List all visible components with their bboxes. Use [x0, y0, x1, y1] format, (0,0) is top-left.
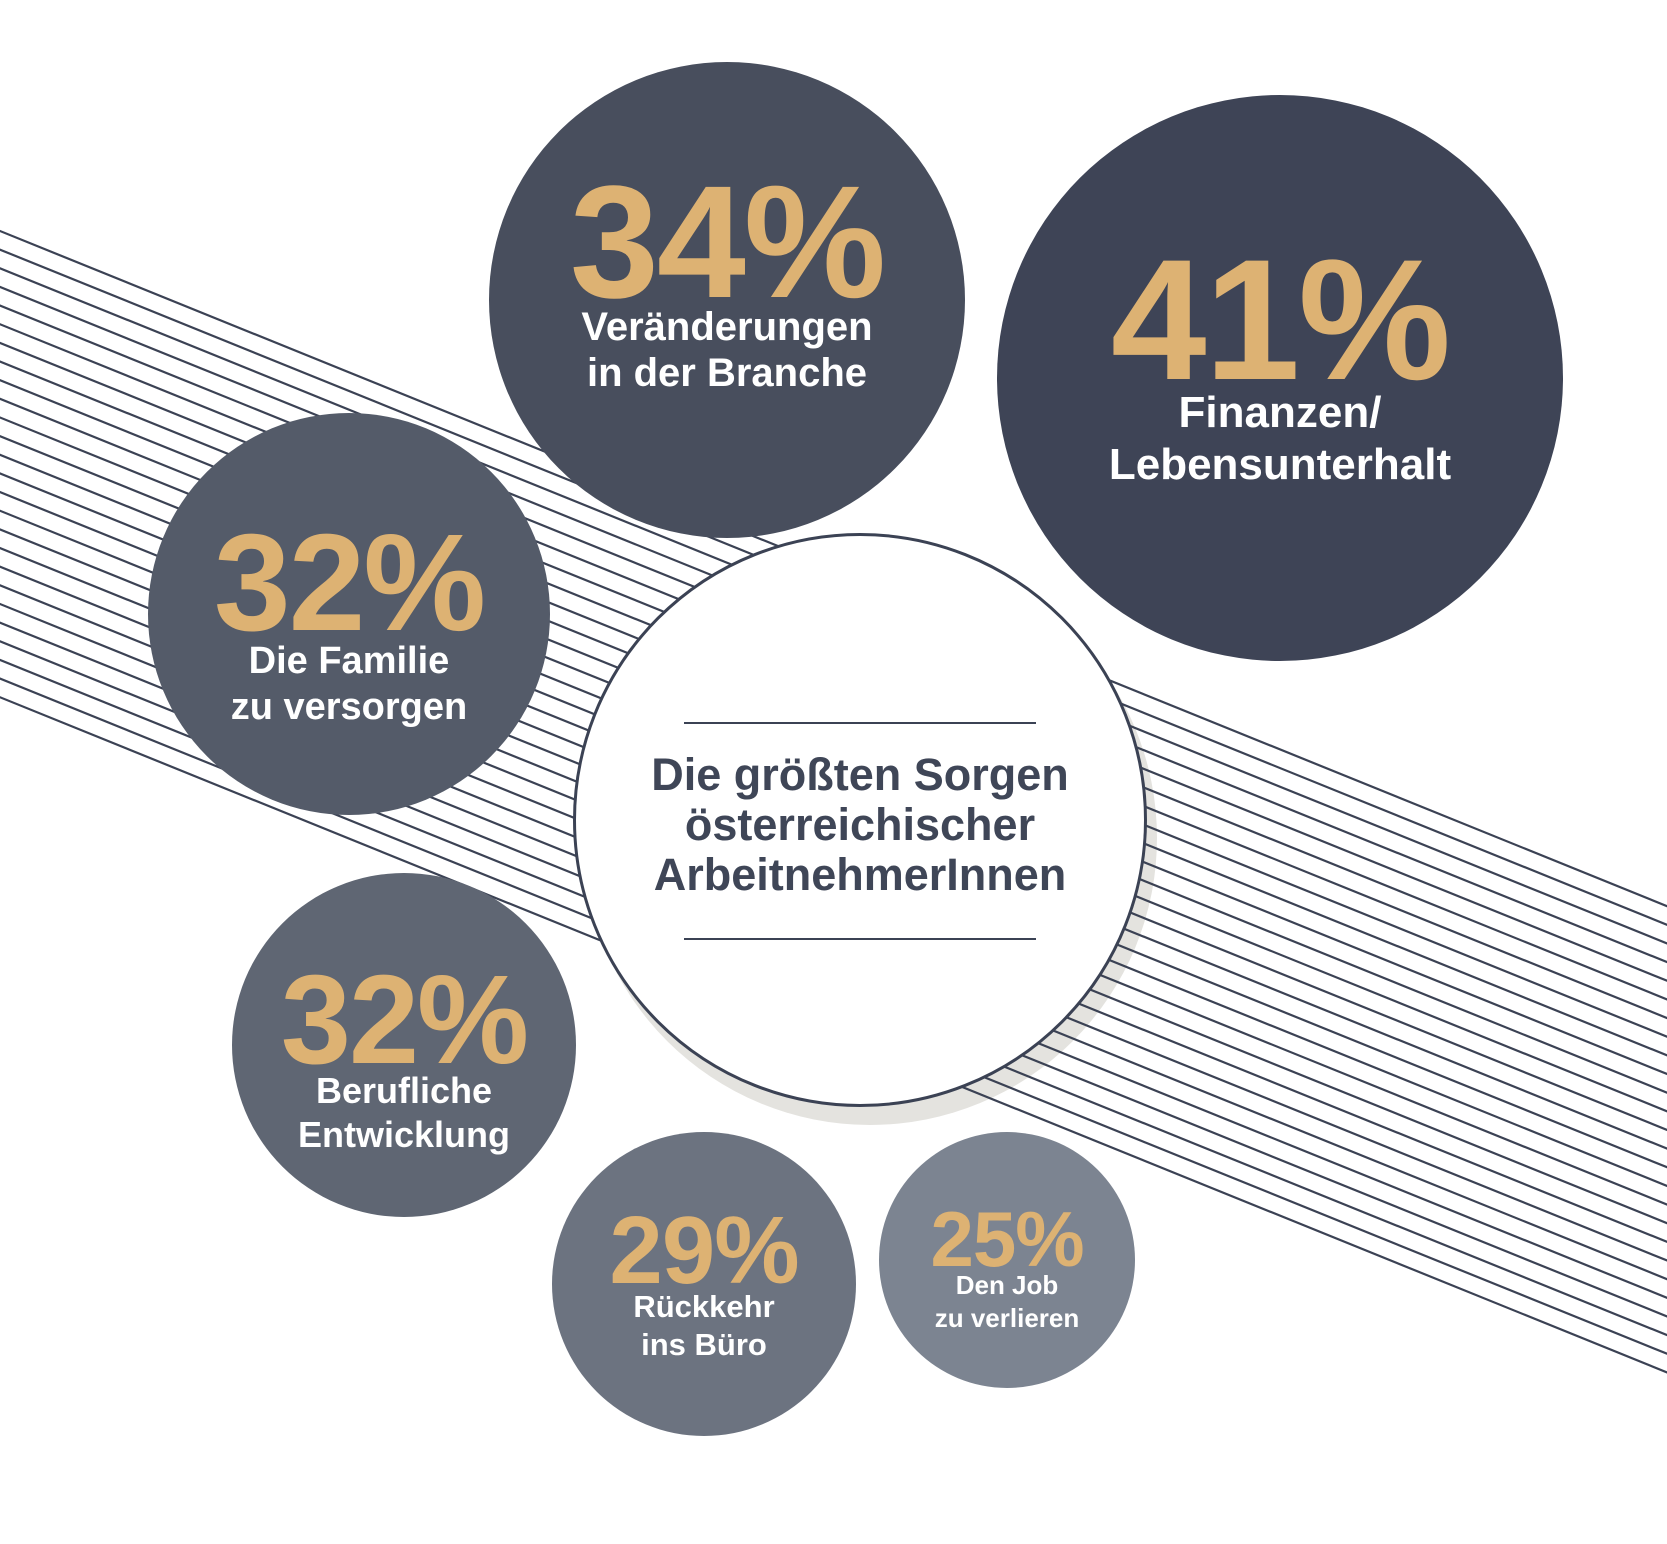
bubble-industry-changes-value: 34%	[569, 151, 886, 331]
bubble-losing-the-job-value: 25%	[930, 1194, 1084, 1283]
bubble-return-to-office-content: 29% Rückkehr ins Büro	[609, 1196, 799, 1365]
bubble-providing-for-family-content: 32% Die Familie zu versorgen	[213, 506, 486, 730]
bubble-finances-livelihood: 41% Finanzen/ Lebensunterhalt	[997, 95, 1563, 661]
title-divider-bottom	[684, 938, 1036, 940]
bubble-professional-development-label: Berufliche Entwicklung	[297, 1070, 510, 1156]
bubble-finances-livelihood-value: 41%	[1110, 223, 1451, 416]
bubble-return-to-office: 29% Rückkehr ins Büro	[552, 1132, 856, 1436]
bubble-return-to-office-label: Rückkehr ins Büro	[633, 1289, 775, 1363]
bubble-losing-the-job-content: 25% Den Job zu verlieren	[930, 1194, 1084, 1336]
title-divider-top	[684, 722, 1036, 724]
bubble-losing-the-job: 25% Den Job zu verlieren	[879, 1132, 1135, 1388]
bubble-providing-for-family: 32% Die Familie zu versorgen	[148, 413, 550, 815]
bubble-industry-changes: 34% Veränderungen in der Branche	[489, 62, 965, 538]
bubble-professional-development-value: 32%	[280, 948, 529, 1090]
bubble-professional-development: 32% Berufliche Entwicklung	[232, 873, 576, 1217]
bubble-professional-development-content: 32% Berufliche Entwicklung	[280, 948, 529, 1157]
bubble-providing-for-family-value: 32%	[213, 506, 486, 661]
bubble-finances-livelihood-label: Finanzen/ Lebensunterhalt	[1108, 388, 1452, 490]
bubble-providing-for-family-label: Die Familie zu versorgen	[230, 639, 468, 728]
bubble-finances-livelihood-content: 41% Finanzen/ Lebensunterhalt	[1108, 223, 1452, 491]
bubble-industry-changes-label: Veränderungen in der Branche	[581, 305, 873, 396]
bubble-losing-the-job-label: Den Job zu verlieren	[934, 1270, 1080, 1334]
title-circle-content: Die größten Sorgen österreichischer Arbe…	[651, 722, 1069, 940]
bubble-return-to-office-value: 29%	[609, 1196, 799, 1304]
title-circle: Die größten Sorgen österreichischer Arbe…	[573, 533, 1147, 1107]
infographic-title: Die größten Sorgen österreichischer Arbe…	[651, 749, 1069, 900]
bubble-industry-changes-content: 34% Veränderungen in der Branche	[569, 151, 886, 397]
